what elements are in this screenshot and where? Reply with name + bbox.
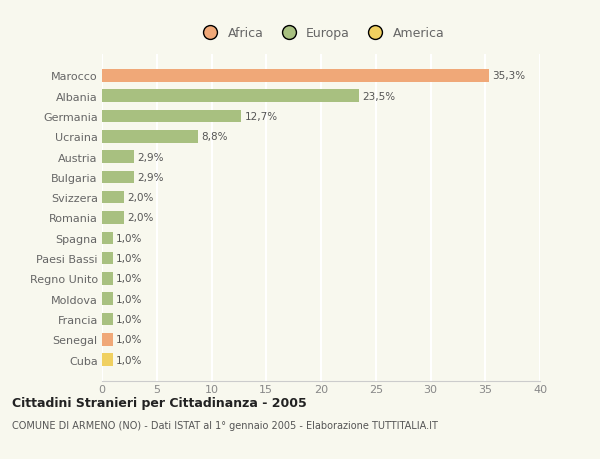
Bar bbox=[102, 333, 113, 346]
Text: 23,5%: 23,5% bbox=[362, 91, 396, 101]
Bar bbox=[102, 191, 124, 204]
Bar bbox=[102, 252, 113, 265]
Text: 1,0%: 1,0% bbox=[116, 355, 143, 365]
Text: 1,0%: 1,0% bbox=[116, 335, 143, 345]
Text: 35,3%: 35,3% bbox=[492, 71, 525, 81]
Text: 1,0%: 1,0% bbox=[116, 233, 143, 243]
Bar bbox=[102, 273, 113, 285]
Bar bbox=[102, 232, 113, 245]
Bar bbox=[102, 131, 199, 143]
Text: 8,8%: 8,8% bbox=[202, 132, 228, 142]
Bar bbox=[102, 353, 113, 366]
Legend: Africa, Europa, America: Africa, Europa, America bbox=[193, 22, 449, 45]
Bar bbox=[102, 313, 113, 325]
Text: COMUNE DI ARMENO (NO) - Dati ISTAT al 1° gennaio 2005 - Elaborazione TUTTITALIA.: COMUNE DI ARMENO (NO) - Dati ISTAT al 1°… bbox=[12, 420, 438, 430]
Text: 1,0%: 1,0% bbox=[116, 253, 143, 263]
Text: Cittadini Stranieri per Cittadinanza - 2005: Cittadini Stranieri per Cittadinanza - 2… bbox=[12, 396, 307, 409]
Bar bbox=[102, 111, 241, 123]
Text: 2,9%: 2,9% bbox=[137, 173, 164, 183]
Text: 12,7%: 12,7% bbox=[244, 112, 277, 122]
Bar bbox=[102, 212, 124, 224]
Text: 1,0%: 1,0% bbox=[116, 274, 143, 284]
Text: 1,0%: 1,0% bbox=[116, 294, 143, 304]
Text: 1,0%: 1,0% bbox=[116, 314, 143, 325]
Text: 2,0%: 2,0% bbox=[127, 213, 154, 223]
Bar bbox=[102, 90, 359, 103]
Bar bbox=[102, 70, 488, 83]
Bar bbox=[102, 171, 134, 184]
Bar bbox=[102, 293, 113, 305]
Bar bbox=[102, 151, 134, 163]
Text: 2,9%: 2,9% bbox=[137, 152, 164, 162]
Text: 2,0%: 2,0% bbox=[127, 193, 154, 203]
